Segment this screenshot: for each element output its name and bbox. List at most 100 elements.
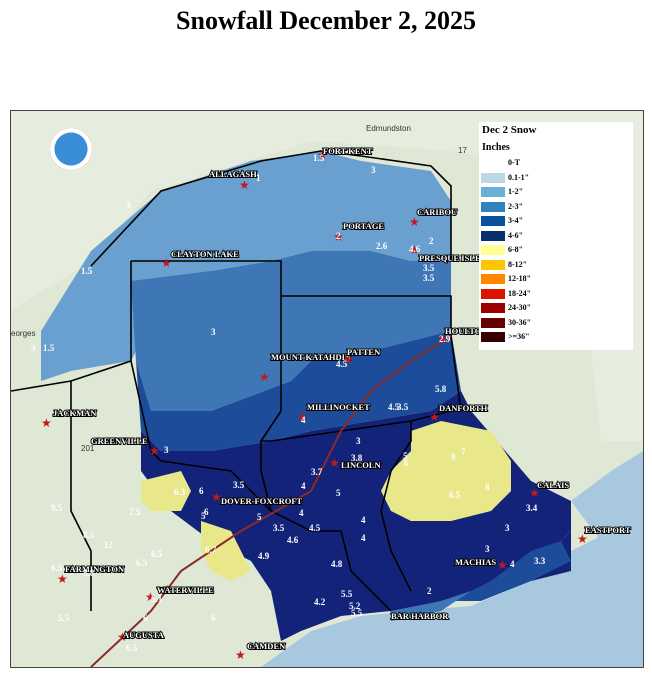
zone-3-4-southeast <box>451 541 571 601</box>
observation-value: 6.1 <box>151 594 163 604</box>
city-millinocket: MILLINOCKET <box>307 402 370 412</box>
observation-value: 2 <box>336 231 341 241</box>
legend-label: 1-2" <box>508 187 524 196</box>
presque-isle-star: ★ <box>409 243 420 257</box>
city-camden: CAMDEN <box>247 641 286 651</box>
city-waterville: WATERVILLE <box>157 585 214 595</box>
route-201-label: 201 <box>81 444 95 453</box>
clayton-lake-star: ★ <box>161 256 172 270</box>
observation-value: 4.5 <box>336 359 348 369</box>
legend-label: 0-T <box>508 158 520 167</box>
observation-value: 1.5 <box>81 266 93 276</box>
observation-value: 7.5 <box>129 507 141 517</box>
observation-value: 3.5 <box>397 402 409 412</box>
fort-kent-star: ★ <box>317 148 328 162</box>
zone-3-4 <box>136 331 461 451</box>
legend-unit: Inches <box>482 142 510 153</box>
observation-value: 6.5 <box>449 490 461 500</box>
zone-6-8-south <box>201 521 251 581</box>
observation-value: 6.5 <box>51 563 63 573</box>
observation-value: 3 <box>211 327 216 337</box>
legend-swatch <box>481 172 505 183</box>
observation-value: 3 <box>485 544 490 554</box>
city-augusta: AUGUSTA <box>123 630 165 640</box>
legend-swatch <box>481 158 505 168</box>
allagash-star: ★ <box>239 178 250 192</box>
city-danforth: DANFORTH <box>439 403 488 413</box>
machias-star: ★ <box>497 558 508 572</box>
city-caribou: CARIBOU <box>417 207 457 217</box>
observation-value: 4 <box>361 515 366 525</box>
legend-label: >=36" <box>508 332 530 341</box>
observation-value: 1.5 <box>43 343 55 353</box>
observation-value: 5 <box>201 511 206 521</box>
observation-value: 4.2 <box>314 597 326 607</box>
map-canvas: Edmundston eorges 17 201 ★ FORT KENT ★ A… <box>11 111 643 667</box>
danforth-star: ★ <box>429 410 440 424</box>
legend-label: 6-8" <box>508 245 524 254</box>
observation-value: 6 <box>211 613 216 623</box>
dover-foxcroft-star: ★ <box>211 490 222 504</box>
legend: Dec 2 Snow Inches 0-T 0.1-1" 1-2" 2-3" 3-4" 4… <box>479 122 633 350</box>
observation-value: 5 <box>257 512 262 522</box>
edmundston-label: Edmundston <box>366 124 411 133</box>
southwest-no-color <box>11 361 281 667</box>
observation-value: 4 <box>510 559 515 569</box>
legend-item: 2-3" <box>481 201 631 213</box>
houlton-star: ★ <box>437 332 448 346</box>
city-mount-katahdin: MOUNT KATAHDIN <box>271 352 352 362</box>
zone-2-3-coastal <box>391 591 471 621</box>
observation-value: 3.5 <box>423 263 435 273</box>
city-fort-kent: FORT KENT <box>323 146 373 156</box>
legend-swatch <box>481 303 505 313</box>
patten-star: ★ <box>343 353 354 367</box>
legend-label: 24-30" <box>508 303 532 312</box>
city-bar-harbor: BAR HARBOR <box>391 611 449 621</box>
observation-value: 3 <box>371 165 376 175</box>
augusta-star: ★ <box>117 630 128 644</box>
legend-item: 24-30" <box>481 303 631 314</box>
observation-value: 8.5 <box>83 530 95 540</box>
legend-label: 2-3" <box>508 201 524 211</box>
legend-label: 4-6" <box>508 230 524 240</box>
observation-value: 5.5 <box>351 608 363 618</box>
zone-6-8-west <box>141 471 191 511</box>
observation-value: 3.5 <box>423 273 435 283</box>
gulf-of-maine <box>261 511 643 667</box>
observation-value: 3.7 <box>311 467 323 477</box>
camden-star: ★ <box>235 648 246 662</box>
observation-value: 2.6 <box>376 241 388 251</box>
legend-item: 3-4" <box>481 216 631 227</box>
observation-value: 1.5 <box>313 153 325 163</box>
city-portage: PORTAGE <box>343 221 384 231</box>
highway <box>90 335 452 667</box>
observation-value: 5.8 <box>435 384 447 394</box>
legend-item: 4-6" <box>481 230 631 242</box>
legend-item: 6-8" <box>481 245 631 256</box>
bay-of-fundy <box>571 451 643 541</box>
mount-katahdin-star: ★ <box>259 370 270 384</box>
legend-swatch <box>481 288 505 299</box>
observation-value: 1 <box>256 173 261 183</box>
county-borders <box>11 150 462 612</box>
legend-item: >=36" <box>481 332 631 343</box>
legend-item: 30-36" <box>481 317 631 329</box>
observation-value: 4.6 <box>287 535 299 545</box>
map-title: Snowfall December 2, 2025 <box>176 6 476 35</box>
observation-value: 4 <box>299 508 304 518</box>
legend-swatch <box>481 201 505 212</box>
legend-label: 0.1-1" <box>508 172 530 182</box>
observation-value: 4.5 <box>309 523 321 533</box>
observation-value: 3.4 <box>526 503 538 513</box>
observation-value: 8.8 <box>83 568 95 578</box>
caribou-star: ★ <box>409 215 420 229</box>
observation-value: 6.5 <box>136 558 148 568</box>
observation-value: 3 <box>356 436 361 446</box>
observation-value: 8 <box>485 482 490 492</box>
observation-value: 5.2 <box>349 601 361 611</box>
observation-value: 3.8 <box>351 453 363 463</box>
legend-item: 0-T <box>481 158 631 169</box>
observation-value: 4.9 <box>258 551 270 561</box>
lincoln-star: ★ <box>329 456 340 470</box>
legend-title: Dec 2 Snow <box>482 124 537 136</box>
